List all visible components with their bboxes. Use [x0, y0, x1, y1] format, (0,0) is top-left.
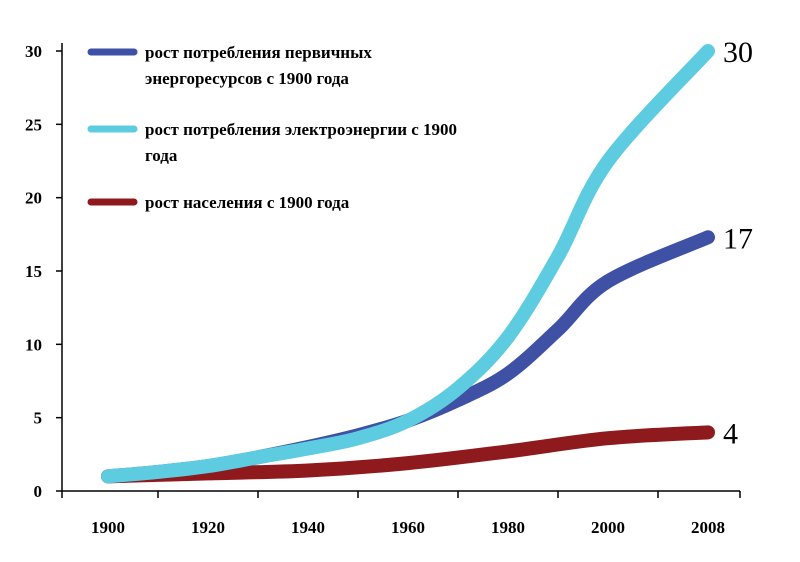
x-tick-label: 1920: [191, 518, 225, 537]
legend-label-0: энергоресурсов с 1900 года: [145, 69, 349, 88]
y-tick-label: 10: [25, 335, 42, 354]
y-tick-label: 30: [25, 42, 42, 61]
legend: рост потребления первичных энергоресурсов…: [87, 43, 457, 212]
x-tick-label: 1980: [491, 518, 525, 537]
y-tick-label: 0: [34, 482, 43, 501]
y-tick-label: 15: [25, 262, 42, 281]
axes: 0 5 10 15 20 25 30 1900 1920 1940 1960 1980 2000 2008: [25, 42, 741, 537]
legend-label-1: рост потребления электроэнергии с 1900: [145, 120, 457, 139]
end-label-2: 4: [723, 417, 738, 450]
series-lines: [101, 44, 715, 484]
x-tick-label: 1940: [291, 518, 325, 537]
legend-label-0: рост потребления первичных: [145, 43, 372, 62]
x-tick-label: 2008: [691, 518, 725, 537]
x-tick-label: 1960: [391, 518, 425, 537]
y-tick-label: 5: [34, 409, 43, 428]
end-label-0: 17: [723, 222, 753, 255]
x-tick-label: 1900: [91, 518, 125, 537]
legend-label-2: рост населения с 1900 года: [145, 193, 350, 212]
end-labels: 4 17 30: [723, 36, 753, 450]
legend-label-1: года: [145, 146, 178, 165]
end-label-1: 30: [723, 36, 753, 69]
x-tick-label: 2000: [591, 518, 625, 537]
series-line-1: [101, 44, 715, 484]
series-line-2: [101, 425, 715, 484]
y-tick-label: 20: [25, 189, 42, 208]
y-tick-label: 25: [25, 115, 42, 134]
